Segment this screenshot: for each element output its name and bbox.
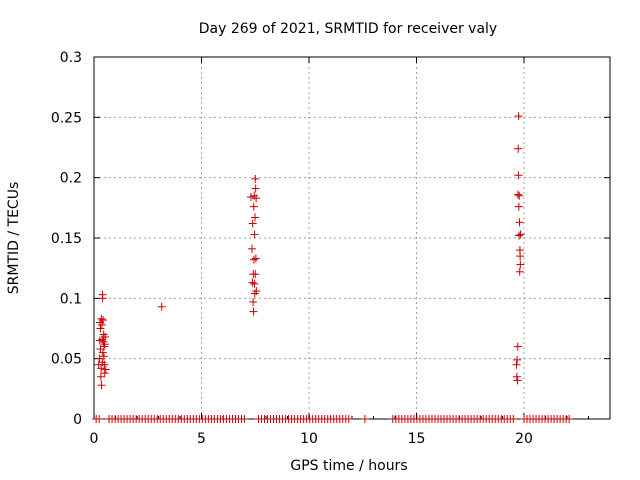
y-axis-label: SRMTID / TECUs [6, 182, 22, 295]
data-point-marker [249, 255, 258, 264]
data-point-marker [251, 184, 260, 193]
data-point-marker [248, 278, 257, 287]
data-point-marker [96, 372, 105, 381]
x-axis-ticks: 0 5 10 15 20 [90, 57, 611, 447]
data-point-marker [97, 364, 106, 373]
data-point-marker [515, 191, 524, 200]
y-tick-label: 0.05 [51, 352, 82, 368]
data-point-marker [512, 360, 521, 369]
data-point-marker [516, 252, 525, 261]
data-point-marker [514, 112, 523, 121]
y-tick-label: 0.2 [60, 171, 82, 187]
data-point-marker [250, 230, 259, 239]
data-point-marker [100, 360, 109, 369]
data-point-marker [565, 415, 574, 423]
data-point-marker [240, 415, 249, 423]
data-point-marker [98, 294, 107, 303]
data-point-marker [344, 415, 353, 423]
data-point-marker [246, 192, 255, 201]
data-point-marker [249, 202, 258, 211]
data-point-marker [95, 415, 104, 423]
data-point-marker [99, 316, 108, 325]
x-tick-label: 15 [408, 431, 426, 447]
data-point-marker [98, 348, 107, 357]
data-point-marker [249, 297, 258, 306]
y-tick-label: 0.25 [51, 110, 82, 126]
data-point-marker [250, 279, 259, 288]
x-tick-label: 5 [197, 431, 206, 447]
data-point-marker [513, 355, 522, 364]
data-point-marker [100, 340, 109, 349]
data-point-marker [514, 202, 523, 211]
data-point-marker [515, 231, 524, 240]
data-point-marker [97, 320, 106, 329]
data-point-marker [248, 244, 257, 253]
y-tick-label: 0.1 [60, 291, 82, 307]
x-tick-label: 0 [90, 431, 99, 447]
grid [94, 57, 610, 419]
x-tick-label: 10 [300, 431, 318, 447]
data-point-marker [252, 194, 261, 203]
data-point-marker [251, 270, 260, 279]
data-point-marker [100, 369, 109, 378]
data-point-marker [251, 174, 260, 183]
data-point-marker [101, 332, 110, 341]
data-point-marker [515, 218, 524, 227]
data-point-marker [516, 260, 525, 269]
data-point-marker [99, 352, 108, 361]
y-axis-ticks: 0 0.05 0.1 0.15 0.2 0.25 0.3 [51, 50, 610, 428]
data-point-marker [514, 144, 523, 153]
chart-title: Day 269 of 2021, SRMTID for receiver val… [199, 21, 497, 37]
data-point-marker [513, 190, 522, 199]
data-point-marker [97, 314, 106, 323]
data-point-marker [513, 342, 522, 351]
data-point-marker [157, 302, 166, 311]
data-point-marker [513, 376, 522, 385]
data-point-marker [249, 307, 258, 316]
data-point-marker [251, 213, 260, 222]
data-point-marker [514, 171, 523, 180]
data-point-marker [360, 415, 369, 423]
y-tick-label: 0.3 [60, 50, 82, 66]
data-points [92, 112, 574, 423]
data-point-marker [101, 365, 110, 374]
y-tick-label: 0.15 [51, 231, 82, 247]
data-point-marker [516, 230, 525, 239]
data-point-marker [96, 324, 105, 333]
x-tick-label: 20 [515, 431, 533, 447]
data-point-marker [252, 287, 261, 296]
data-point-marker [251, 254, 260, 263]
data-point-marker [512, 372, 521, 381]
y-tick-label: 0 [73, 412, 82, 428]
data-point-marker [515, 267, 524, 276]
data-point-marker [248, 219, 257, 228]
data-point-marker [509, 415, 518, 423]
data-point-marker [97, 381, 106, 390]
x-axis-label: GPS time / hours [290, 458, 407, 474]
